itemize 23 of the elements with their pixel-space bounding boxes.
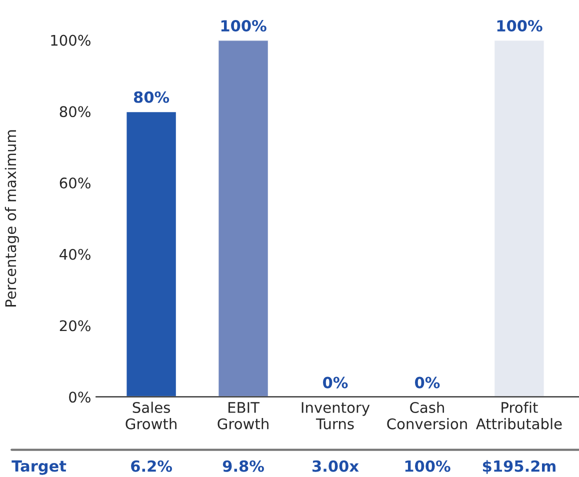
text: 6.2% [131,460,172,472]
x-tick-label: Cash Conversion [387,402,467,430]
y-tick-label: 60% [60,178,90,189]
text: 9.8% [222,460,264,472]
text: 100% [405,460,450,472]
data-label: 80% [134,91,170,103]
data-label: 0% [323,376,348,388]
text: Target [12,460,66,475]
data-label: 0% [414,376,440,388]
y-tick-label: 40% [60,248,90,260]
x-tick-label: Sales Growth [126,402,176,430]
y-axis-title: Percentage of maximum [4,130,20,306]
x-tick-label: Inventory Turns [302,402,370,430]
text: $195.2m [482,460,556,474]
y-tick-label: 20% [60,320,90,332]
data-label: 100% [221,20,266,32]
y-tick-label: 100% [51,34,90,46]
text: 3.00x [312,460,359,472]
x-tick-label: EBIT Growth [218,402,268,430]
y-tick-label: 0% [69,392,90,403]
data-label: 100% [497,20,542,32]
x-tick-label: Profit Attributable [476,402,562,430]
y-tick-label: 80% [60,106,90,118]
